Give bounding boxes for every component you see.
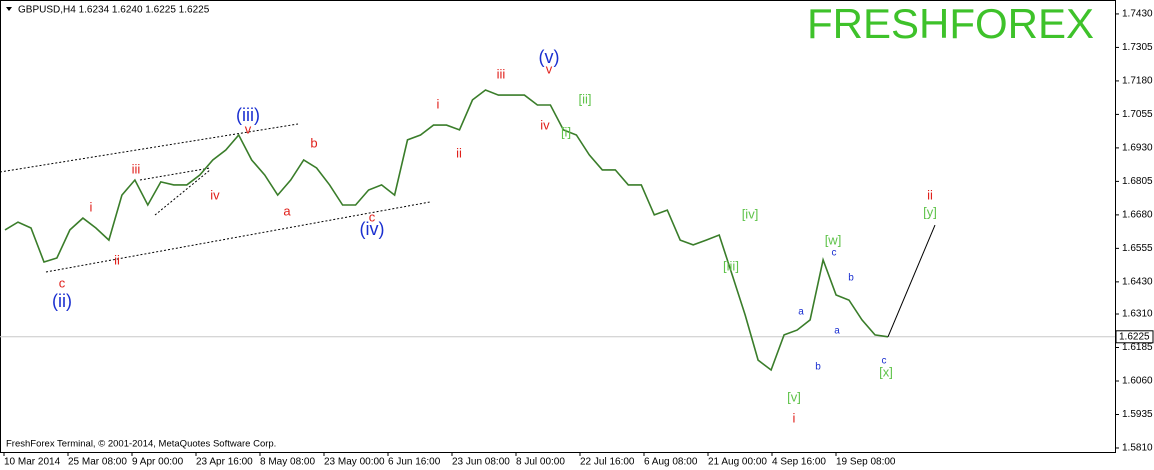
x-tick-label: 10 Mar 2014: [4, 457, 61, 468]
x-tick-label: 4 Sep 16:00: [772, 457, 826, 468]
y-tick-label: 1.6310: [1122, 309, 1153, 320]
wave-label: iv: [540, 117, 550, 132]
x-tick-label: 23 Apr 16:00: [196, 457, 253, 468]
wave-label: v: [546, 61, 553, 76]
wave-label: c: [59, 275, 66, 290]
wave-label: v: [245, 121, 252, 136]
wave-label: (ii): [52, 291, 72, 311]
x-tick-label: 25 Mar 08:00: [68, 457, 127, 468]
wave-label: ii: [927, 187, 933, 202]
wave-label: c: [369, 209, 376, 224]
wave-label: a: [283, 203, 291, 218]
x-tick-label: 8 Jul 00:00: [516, 457, 565, 468]
channel-line: [45, 201, 431, 273]
y-tick-label: 1.5810: [1122, 443, 1153, 454]
y-tick-label: 1.6185: [1122, 342, 1153, 353]
wave-label: iii: [497, 66, 506, 81]
wave-label: [iii]: [723, 258, 739, 273]
wave-label: b: [310, 135, 317, 150]
wave-label: i: [90, 199, 93, 214]
plot-frame: [0, 0, 1116, 453]
x-tick-label: 19 Sep 08:00: [836, 457, 896, 468]
wave-label: c: [832, 248, 837, 259]
wave-label: (iv): [360, 219, 385, 239]
y-tick-label: 1.6060: [1122, 376, 1153, 387]
y-tick-label: 1.7305: [1122, 42, 1153, 53]
price-line: [4, 89, 889, 372]
wave-label: b: [815, 362, 821, 373]
x-tick-label: 6 Jun 16:00: [388, 457, 441, 468]
x-tick-label: 22 Jul 16:00: [580, 457, 635, 468]
wave-label: iii: [132, 161, 141, 176]
x-tick-label: 23 May 00:00: [324, 457, 385, 468]
wave-label: i: [793, 410, 796, 425]
menu-arrow[interactable]: [6, 7, 12, 11]
wave-label: (iii): [236, 105, 260, 125]
wave-label: [w]: [825, 232, 842, 247]
x-tick-label: 6 Aug 08:00: [644, 457, 698, 468]
wave-label: a: [834, 326, 840, 337]
chart-title: GBPUSD,H4 1.6234 1.6240 1.6225 1.6225: [18, 5, 210, 16]
x-tick-label: 21 Aug 00:00: [708, 457, 767, 468]
wave-label: ii: [114, 252, 120, 267]
y-tick-label: 1.5935: [1122, 409, 1153, 420]
y-tick-label: 1.6555: [1122, 243, 1153, 254]
watermark: FRESHFOREX: [807, 0, 1094, 47]
wave-label: [y]: [923, 204, 937, 219]
wave-label: ii: [456, 145, 462, 160]
projection-line: [887, 224, 936, 337]
y-tick-label: 1.6680: [1122, 210, 1153, 221]
wave-label: [x]: [879, 364, 893, 379]
footer: FreshForex Terminal, © 2001-2014, MetaQu…: [6, 439, 276, 450]
last-price-label: 1.6225: [1119, 331, 1150, 342]
wave-label: a: [798, 307, 804, 318]
wave-label: [iv]: [742, 206, 759, 221]
wave-label: [i]: [561, 124, 571, 139]
y-tick-label: 1.7430: [1122, 9, 1153, 20]
y-tick-label: 1.6930: [1122, 143, 1153, 154]
x-tick-label: 23 Jun 08:00: [452, 457, 510, 468]
wave-label: c: [882, 356, 887, 367]
x-tick-label: 9 Apr 00:00: [132, 457, 184, 468]
wave-label: [ii]: [579, 91, 592, 106]
x-tick-label: 8 May 08:00: [260, 457, 315, 468]
wave-label: i: [437, 96, 440, 111]
wave-label: [v]: [787, 389, 801, 404]
y-tick-label: 1.7055: [1122, 109, 1153, 120]
wave-label: b: [848, 273, 854, 284]
wave-label: iv: [210, 187, 220, 202]
y-tick-label: 1.7180: [1122, 76, 1153, 87]
y-tick-label: 1.6805: [1122, 176, 1153, 187]
y-tick-label: 1.6430: [1122, 277, 1153, 288]
wave-label: (v): [539, 47, 560, 67]
last-price-box: [1115, 330, 1154, 344]
